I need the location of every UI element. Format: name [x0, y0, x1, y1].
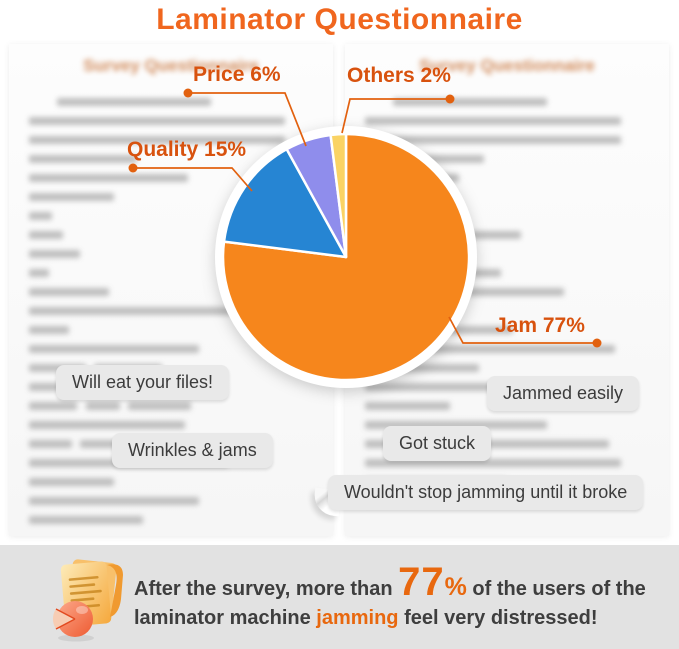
summary-text-part: feel very distressed!	[398, 607, 598, 629]
others-slice-label: Others 2%	[347, 64, 451, 87]
pie-slices	[221, 132, 471, 382]
laminator-jam-icon	[52, 559, 123, 642]
quote-text: Wrinkles & jams	[128, 440, 257, 460]
pie-chart	[211, 122, 481, 392]
jam-slice-label: Jam 77%	[495, 314, 585, 337]
summary-line-1: After the survey, more than 77 % of the …	[134, 560, 669, 605]
summary-text-part: of the users of the	[466, 578, 646, 600]
summary-big-number: 77	[398, 560, 445, 604]
survey-document-heading: Survey Questionnaire	[83, 56, 259, 75]
summary-text-part: After the survey, more than	[134, 578, 399, 600]
summary-line-2: laminator machine jamming feel very dist…	[134, 607, 669, 630]
quality-slice-label: Quality 15%	[127, 138, 247, 161]
quote-bubble: Will eat your files!	[56, 365, 237, 400]
quote-text: Will eat your files!	[72, 372, 214, 392]
pie-slice-others	[329, 132, 348, 259]
quote-bubble: Wrinkles & jams	[112, 433, 281, 468]
quote-bubble: Got stuck	[375, 426, 492, 461]
quote-text: Wouldn't stop jamming until it broke	[344, 482, 628, 502]
summary-banner: After the survey, more than 77 % of the …	[0, 545, 679, 649]
survey-document-heading: Survey Questionnaire	[419, 56, 595, 75]
quote-text: Got stuck	[399, 433, 476, 453]
summary-text-part: laminator machine	[134, 607, 317, 629]
quote-bubble: Jammed easily	[479, 376, 640, 411]
summary-percent-sign: %	[444, 573, 467, 601]
summary-highlight-word: jamming	[316, 607, 399, 629]
quote-bubble: Wouldn't stop jamming until it broke	[320, 475, 644, 510]
quote-text: Jammed easily	[503, 383, 624, 403]
page-title: Laminator Questionnaire	[156, 3, 523, 36]
summary-text: After the survey, more than 77 % of the …	[134, 560, 669, 630]
price-slice-label: Price 6%	[193, 63, 281, 86]
